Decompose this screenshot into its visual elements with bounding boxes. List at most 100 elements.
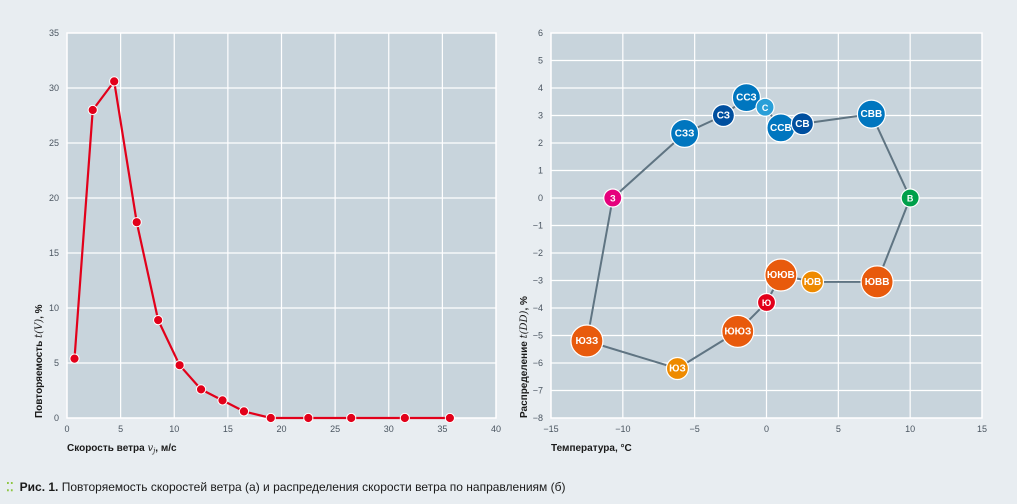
chart-b-point-label: З: [610, 194, 616, 204]
chart-b-point-В: В: [900, 188, 920, 208]
chart-a-y-tick-label: 10: [49, 303, 59, 313]
chart-a-data-point: [69, 353, 80, 364]
chart-b-x-tick-label: 5: [836, 424, 841, 434]
chart-b-y-tick-label: −2: [533, 248, 543, 258]
chart-b-point-label: СВ: [795, 119, 809, 130]
chart-b-y-label-var: t(DD): [519, 310, 530, 338]
chart-b-y-axis-label: Распределение t(DD), %: [519, 296, 530, 418]
chart-b-point-ЮЗ: ЮЗ: [665, 356, 690, 381]
chart-a-y-tick-label: 25: [49, 138, 59, 148]
chart-a-x-tick-label: 20: [276, 424, 286, 434]
chart-b-x-tick-label: 0: [764, 424, 769, 434]
chart-b-point-label: СВВ: [861, 109, 883, 120]
chart-b-y-tick-label: 5: [538, 56, 543, 66]
chart-b-point-label: СЗЗ: [675, 128, 695, 139]
chart-b-y-tick-label: 2: [538, 138, 543, 148]
chart-b-data-point: [711, 103, 736, 128]
chart-b-x-tick-label: 15: [977, 424, 987, 434]
chart-b-data-point: [790, 112, 815, 136]
chart-b-point-label: СЗ: [717, 111, 730, 122]
chart-b-point-ССВ: ССВ: [766, 113, 796, 143]
chart-b-point-label: ЮВВ: [865, 277, 890, 288]
chart-b-data-point: [721, 314, 755, 348]
chart-b-wind-direction-distribution: −15 −10 −5 0 5 10 156543210−1−2−3−4−5−6−7−8ЗСЗ…: [519, 28, 987, 454]
chart-b-data-point: [764, 258, 798, 292]
chart-b-y-tick-label: −5: [533, 331, 543, 341]
chart-a-data-point: [174, 360, 185, 371]
chart-b-point-ЮВ: ЮВ: [800, 270, 825, 294]
chart-a-data-point: [265, 412, 276, 424]
chart-a-x-axis-label: Скорость ветра vj, м/с: [67, 443, 177, 455]
chart-b-y-tick-label: −6: [533, 358, 543, 368]
chart-b-data-point: [800, 270, 825, 294]
chart-a-x-tick-label: 25: [330, 424, 340, 434]
chart-b-y-tick-label: 1: [538, 166, 543, 176]
caption-bullet-icon: ⁚⁚: [6, 480, 14, 494]
chart-a-y-axis-label: Повторяемость t(V), %: [34, 304, 45, 418]
chart-a-x-tick-label: 30: [384, 424, 394, 434]
chart-a-x-tick-label: 0: [64, 424, 69, 434]
chart-b-point-ЮВВ: ЮВВ: [860, 265, 894, 299]
chart-a-data-point: [109, 76, 120, 87]
chart-a-data-point: [303, 412, 314, 424]
chart-b-y-tick-label: 4: [538, 83, 543, 93]
chart-a-y-label-unit: , %: [34, 304, 45, 319]
caption-text: Повторяемость скоростей ветра (а) и расп…: [61, 480, 566, 494]
chart-b-point-label: Ю: [762, 298, 771, 308]
chart-b-data-point: [755, 97, 775, 117]
chart-a-x-tick-label: 5: [118, 424, 123, 434]
chart-b-x-tick-label: −15: [543, 424, 558, 434]
chart-a-x-label-sub: j: [151, 447, 156, 455]
chart-a-y-tick-label: 5: [54, 358, 59, 368]
chart-a-x-label-unit: , м/с: [155, 443, 177, 454]
chart-b-x-axis-label: Температура, °С: [551, 443, 632, 454]
chart-a-x-label-var: v: [147, 443, 153, 454]
chart-b-data-point: [900, 188, 920, 208]
chart-b-point-label: ЮЗ: [669, 364, 686, 375]
chart-a-y-tick-label: 30: [49, 83, 59, 93]
chart-b-data-point: [856, 99, 886, 129]
chart-b-data-point: [665, 356, 690, 381]
chart-b-point-ЮЮВ: ЮЮВ: [764, 258, 798, 292]
chart-b-point-label: С: [762, 103, 769, 113]
chart-a-y-label-var: t(V): [34, 319, 45, 338]
chart-b-y-tick-label: −3: [533, 276, 543, 286]
chart-a-data-point: [238, 406, 250, 417]
caption-prefix: Рис. 1.: [19, 480, 59, 494]
chart-a-y-label-text: Повторяемость: [34, 338, 45, 418]
chart-b-point-label: ССЗ: [736, 93, 757, 104]
chart-a-y-tick-label: 20: [49, 193, 59, 203]
chart-b-y-tick-label: 0: [538, 193, 543, 203]
chart-b-x-tick-label: 10: [905, 424, 915, 434]
chart-b-point-З: З: [603, 188, 623, 208]
chart-a-data-point: [399, 412, 410, 424]
chart-b-y-label-text: Распределение: [519, 338, 530, 418]
chart-b-point-Ю: Ю: [756, 292, 777, 313]
chart-b-point-СВ: СВ: [790, 112, 815, 136]
chart-b-data-point: [670, 118, 700, 148]
chart-b-point-label: ЮЮВ: [767, 270, 795, 281]
chart-a-wind-speed-frequency: 0 5 10 15 20 25 30 35 40 0 5 10 15 20 25 30 35 Скорость в…: [34, 28, 501, 455]
chart-b-y-tick-label: −1: [533, 221, 543, 231]
chart-a-data-point: [153, 315, 164, 326]
chart-b-y-tick-label: −8: [533, 413, 543, 423]
chart-b-x-tick-label: −10: [615, 424, 630, 434]
chart-b-point-С: С: [755, 97, 775, 117]
chart-a-series-line: [73, 80, 450, 420]
chart-b-point-ССЗ: ССЗ: [731, 83, 761, 113]
chart-a-data-point: [217, 395, 228, 406]
chart-b-point-label: ЮЮЗ: [724, 326, 751, 337]
chart-b-data-point: [756, 292, 777, 313]
chart-b-point-ЮЗЗ: ЮЗЗ: [570, 324, 604, 358]
chart-a-data-point: [444, 412, 455, 424]
chart-a-y-tick-label: 0: [54, 413, 59, 423]
chart-a-x-tick-label: 40: [491, 424, 501, 434]
chart-a-y-tick-label: 35: [49, 28, 59, 38]
chart-b-point-СЗЗ: СЗЗ: [670, 118, 700, 148]
chart-a-x-tick-label: 15: [223, 424, 233, 434]
chart-b-y-tick-label: 3: [538, 111, 543, 121]
chart-a-x-tick-label: 35: [437, 424, 447, 434]
chart-b-point-label: В: [907, 194, 914, 204]
chart-a-x-label-text: Скорость ветра: [67, 443, 147, 454]
